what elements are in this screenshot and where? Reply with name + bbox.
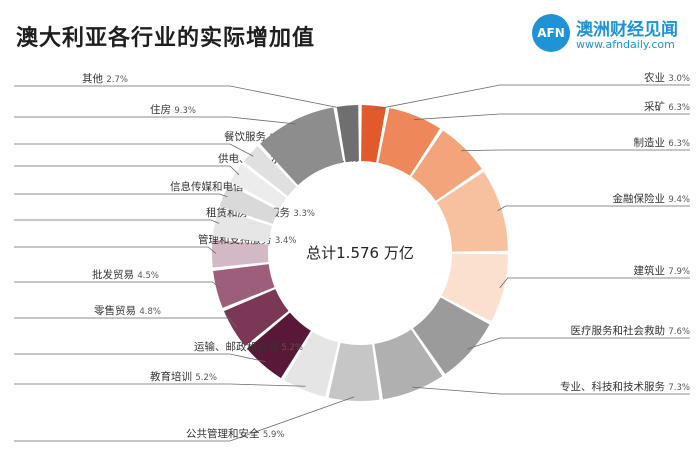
leader-line [14, 281, 221, 290]
slice-label-value: 7.6% [668, 327, 690, 337]
leader-line [14, 143, 254, 157]
donut-slice [243, 146, 297, 197]
leader-line [412, 386, 690, 395]
leader-line [14, 116, 296, 125]
slice-label-name: 零售贸易 [94, 304, 139, 317]
slice-label-name: 信息传媒和电信 [170, 180, 247, 193]
brand-logo: AFN 澳洲财经见闻 www.afndaily.com [532, 12, 700, 56]
slice-label-name: 公共管理和安全 [186, 427, 263, 440]
leader-line [14, 193, 228, 198]
leader-line [14, 396, 355, 442]
slice-label-name: 制造业 [634, 136, 669, 149]
slice-label: 建筑业 7.9% [634, 264, 690, 277]
donut-slice [436, 171, 508, 252]
leader-line [14, 353, 266, 363]
leader-line [14, 165, 240, 176]
slice-label: 专业、科技和技术服务 7.3% [560, 380, 690, 393]
slice-label: 金融保险业 9.4% [613, 192, 690, 205]
leader-line [14, 246, 217, 254]
donut-slice [230, 164, 287, 209]
slice-label-name: 医疗服务和社会救助 [571, 324, 669, 337]
slice-label: 住房 9.3% [150, 103, 196, 116]
slice-label-name: 建筑业 [634, 264, 669, 277]
slice-label: 批发贸易 4.5% [92, 268, 159, 281]
slice-label-value: 9.3% [174, 106, 196, 116]
slice-label-value: 2.7% [106, 75, 128, 85]
slice-label-name: 住房 [150, 103, 174, 116]
donut-slice [328, 342, 380, 402]
leader-line [14, 219, 220, 224]
leader-line [497, 205, 690, 212]
slice-label-name: 批发贸易 [92, 268, 137, 281]
donut-slice [336, 105, 359, 163]
slice-label-value: 7.9% [668, 267, 690, 277]
donut-slice [413, 297, 490, 374]
slice-label-value: 3.0% [668, 74, 690, 84]
slice-label-value: 9.4% [668, 195, 690, 205]
slice-label-value: 3.4% [275, 236, 297, 246]
slice-label-name: 教育培训 [150, 370, 195, 383]
slice-label-name: 专业、科技和技术服务 [560, 380, 668, 393]
slice-label-name: 其他 [82, 72, 106, 85]
leader-line [467, 337, 690, 350]
slice-label-value: 6.3% [668, 103, 690, 113]
slice-label: 其他 2.7% [82, 72, 128, 85]
leader-line [414, 113, 690, 120]
slice-label: 零售贸易 4.8% [94, 304, 161, 317]
donut-slice [212, 209, 273, 243]
donut-slice [247, 312, 311, 379]
leader-line [14, 317, 237, 328]
slice-label: 教育培训 5.2% [150, 370, 217, 383]
slice-label-value: 5.2% [281, 343, 303, 353]
donut-slice [378, 107, 441, 176]
slice-label-name: 采矿 [644, 100, 668, 113]
slice-label-value: 5.2% [195, 373, 217, 383]
donut-slice [361, 105, 386, 163]
donut-slice [260, 107, 344, 186]
slice-label-name: 餐饮服务 [224, 130, 269, 143]
brand-badge-icon: AFN [532, 14, 570, 52]
slice-label: 采矿 6.3% [644, 100, 690, 113]
donut-slice [223, 289, 289, 347]
slice-label: 医疗服务和社会救助 7.6% [571, 324, 690, 337]
slice-label: 公共管理和安全 5.9% [186, 427, 284, 440]
donut-slice [219, 184, 279, 224]
slice-label-value: 4.5% [137, 271, 159, 281]
leader-line [461, 149, 690, 152]
donut-slice [441, 253, 508, 322]
donut-slice [283, 331, 339, 397]
slice-label-value: 4.8% [139, 307, 161, 317]
center-total-label: 总计1.576 万亿 [306, 244, 414, 262]
leader-line [499, 277, 690, 289]
slice-label-name: 农业 [644, 71, 668, 84]
slice-label: 农业 3.0% [644, 71, 690, 84]
page-title: 澳大利亚各行业的实际增加值 [16, 26, 316, 51]
slice-label: 制造业 6.3% [634, 136, 690, 149]
slice-label-value: 6.3% [668, 139, 690, 149]
brand-url: www.afndaily.com [576, 38, 675, 51]
donut-slice [211, 239, 269, 268]
slice-label-value: 7.3% [668, 383, 690, 393]
brand-name: 澳洲财经见闻 [576, 20, 678, 40]
donut-slice [374, 329, 443, 400]
slice-label-name: 金融保险业 [613, 192, 669, 205]
slice-label-name: 运输、邮政和仓储 [194, 340, 281, 353]
slice-label: 运输、邮政和仓储 5.2% [194, 340, 303, 353]
slice-label-value: 3.3% [293, 209, 315, 219]
leader-line [14, 383, 306, 387]
leader-line [373, 84, 690, 111]
donut-slice [411, 130, 482, 201]
donut-slice [213, 264, 275, 308]
leader-line [14, 85, 348, 110]
slice-label-value: 5.9% [263, 430, 285, 440]
